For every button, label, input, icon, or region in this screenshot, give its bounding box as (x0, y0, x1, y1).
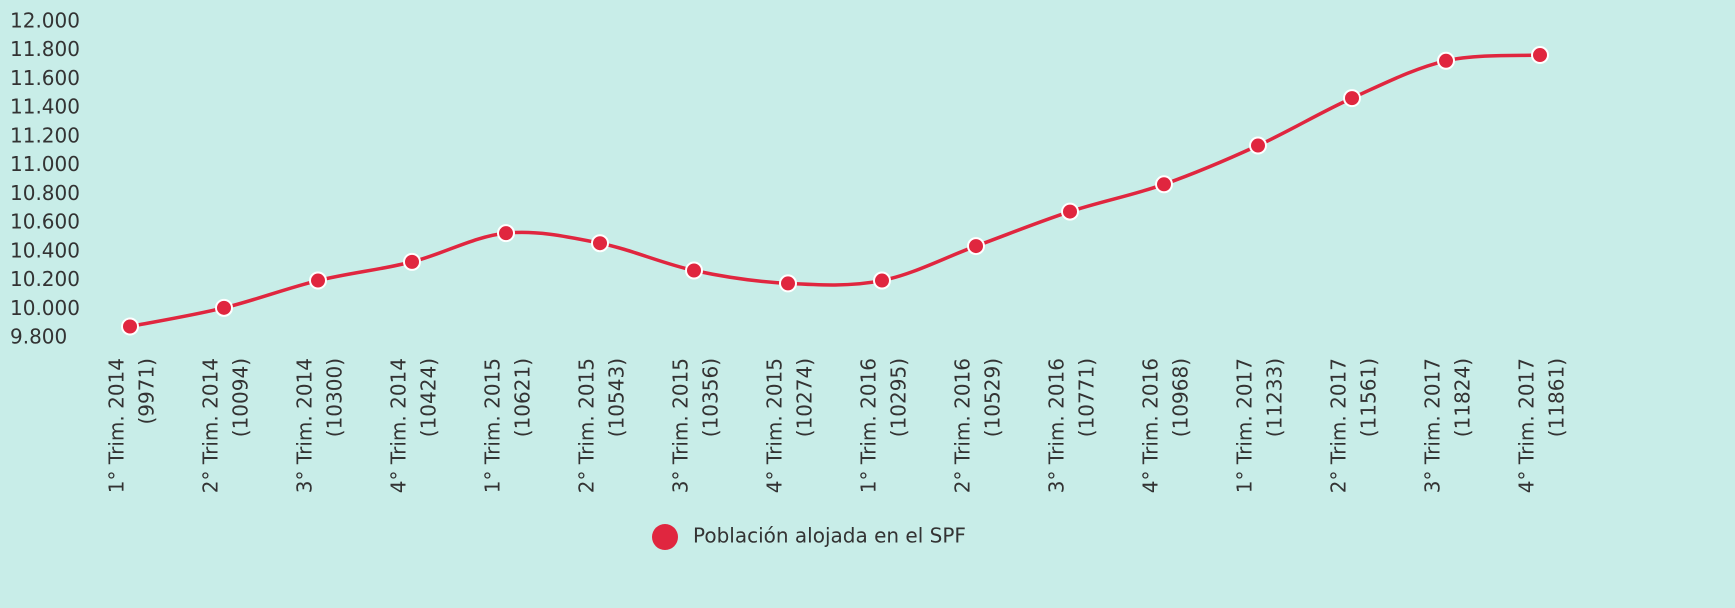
x-tick-label: 2° Trim. 2015 (10543) (575, 358, 629, 493)
x-tick-label-line: (10424) (417, 358, 441, 437)
x-tick-label: 4° Trim. 2017 (11861) (1515, 358, 1569, 493)
x-tick-label: 1° Trim. 2015 (10621) (481, 358, 535, 493)
point (591, 234, 609, 253)
y-tick-label: 11.400 (10, 95, 80, 119)
point (967, 237, 985, 256)
x-tick-label: 4° Trim. 2014 (10424) (387, 358, 441, 493)
y-tick-label: 11.800 (10, 37, 80, 61)
point (1061, 202, 1079, 221)
x-tick-label-line: (10356) (699, 358, 723, 437)
x-tick-label-line: 3° Trim. 2015 (669, 358, 693, 493)
point (403, 252, 421, 271)
x-tick-label: 2° Trim. 2016 (10529) (951, 358, 1005, 493)
x-tick-label-line: 1° Trim. 2015 (481, 358, 505, 493)
x-tick-label-line: (9971) (135, 358, 159, 425)
x-tick-label-line: 2° Trim. 2016 (951, 358, 975, 493)
x-tick-label-line: (10295) (887, 358, 911, 437)
point (1249, 136, 1267, 155)
x-tick-label-line: 1° Trim. 2014 (105, 358, 129, 493)
x-tick-label: 2° Trim. 2014 (10094) (199, 358, 253, 493)
x-tick-label: 1° Trim. 2016 (10295) (857, 358, 911, 493)
x-tick-label-line: 3° Trim. 2017 (1421, 358, 1445, 493)
x-tick-label: 3° Trim. 2017 (11824) (1421, 358, 1475, 493)
x-tick-label-line: 4° Trim. 2017 (1515, 358, 1539, 493)
point (1155, 175, 1173, 194)
y-tick-label: 11.000 (10, 152, 80, 176)
x-tick-label-line: (10621) (511, 358, 535, 437)
x-tick-label-line: 2° Trim. 2014 (199, 358, 223, 493)
point (215, 298, 233, 317)
x-tick-label: 2° Trim. 2017 (11561) (1327, 358, 1381, 493)
y-tick-label: 12.000 (10, 9, 80, 33)
point (1343, 89, 1361, 108)
x-tick-label-line: (10274) (793, 358, 817, 437)
x-tick-label-line: (11861) (1545, 358, 1569, 437)
x-tick-label-line: (10529) (981, 358, 1005, 437)
x-tick-label-line: 4° Trim. 2015 (763, 358, 787, 493)
line (129, 53, 1541, 329)
y-tick-label: 10.200 (10, 267, 80, 291)
x-tick-label-line: 4° Trim. 2016 (1139, 358, 1163, 493)
x-tick-label: 3° Trim. 2014 (10300) (293, 358, 347, 493)
point (1531, 46, 1549, 65)
x-tick-label-line: 4° Trim. 2014 (387, 358, 411, 493)
x-tick-label-line: 1° Trim. 2016 (857, 358, 881, 493)
x-tick-label-line: 2° Trim. 2015 (575, 358, 599, 493)
x-tick-label-line: 3° Trim. 2016 (1045, 358, 1069, 493)
y-tick-label: 10.400 (10, 238, 80, 262)
x-tick-label-line: (10300) (323, 358, 347, 437)
x-tick-label-line: (10968) (1169, 358, 1193, 437)
point (779, 274, 797, 293)
x-tick-label-line: (11233) (1263, 358, 1287, 437)
point (497, 224, 515, 243)
x-tick-label: 3° Trim. 2015 (10356) (669, 358, 723, 493)
x-tick-label-line: 1° Trim. 2017 (1233, 358, 1257, 493)
y-tick-label: 9.800 (10, 325, 67, 349)
y-tick-label: 10.000 (10, 296, 80, 320)
x-tick-label-line: (10543) (605, 358, 629, 437)
y-tick-label: 10.600 (10, 210, 80, 234)
legend-marker (652, 524, 678, 550)
x-tick-label-line: 3° Trim. 2014 (293, 358, 317, 493)
x-tick-label: 4° Trim. 2015 (10274) (763, 358, 817, 493)
x-tick-label-line: 2° Trim. 2017 (1327, 358, 1351, 493)
y-tick-label: 11.200 (10, 123, 80, 147)
x-tick-label: 1° Trim. 2017 (11233) (1233, 358, 1287, 493)
x-tick-label: 3° Trim. 2016 (10771) (1045, 358, 1099, 493)
x-tick-label: 4° Trim. 2016 (10968) (1139, 358, 1193, 493)
x-tick-label: 1° Trim. 2014 (9971) (105, 358, 159, 493)
x-tick-label-line: (10771) (1075, 358, 1099, 437)
point (873, 271, 891, 290)
x-tick-label-line: (10094) (229, 358, 253, 437)
point (309, 271, 327, 290)
y-tick-label: 11.600 (10, 66, 80, 90)
x-tick-label-line: (11824) (1451, 358, 1475, 437)
point (1437, 51, 1455, 70)
x-tick-label-line: (11561) (1357, 358, 1381, 437)
point (685, 261, 703, 280)
y-tick-label: 10.800 (10, 181, 80, 205)
legend-label: Población alojada en el SPF (693, 524, 966, 548)
point (121, 317, 139, 336)
